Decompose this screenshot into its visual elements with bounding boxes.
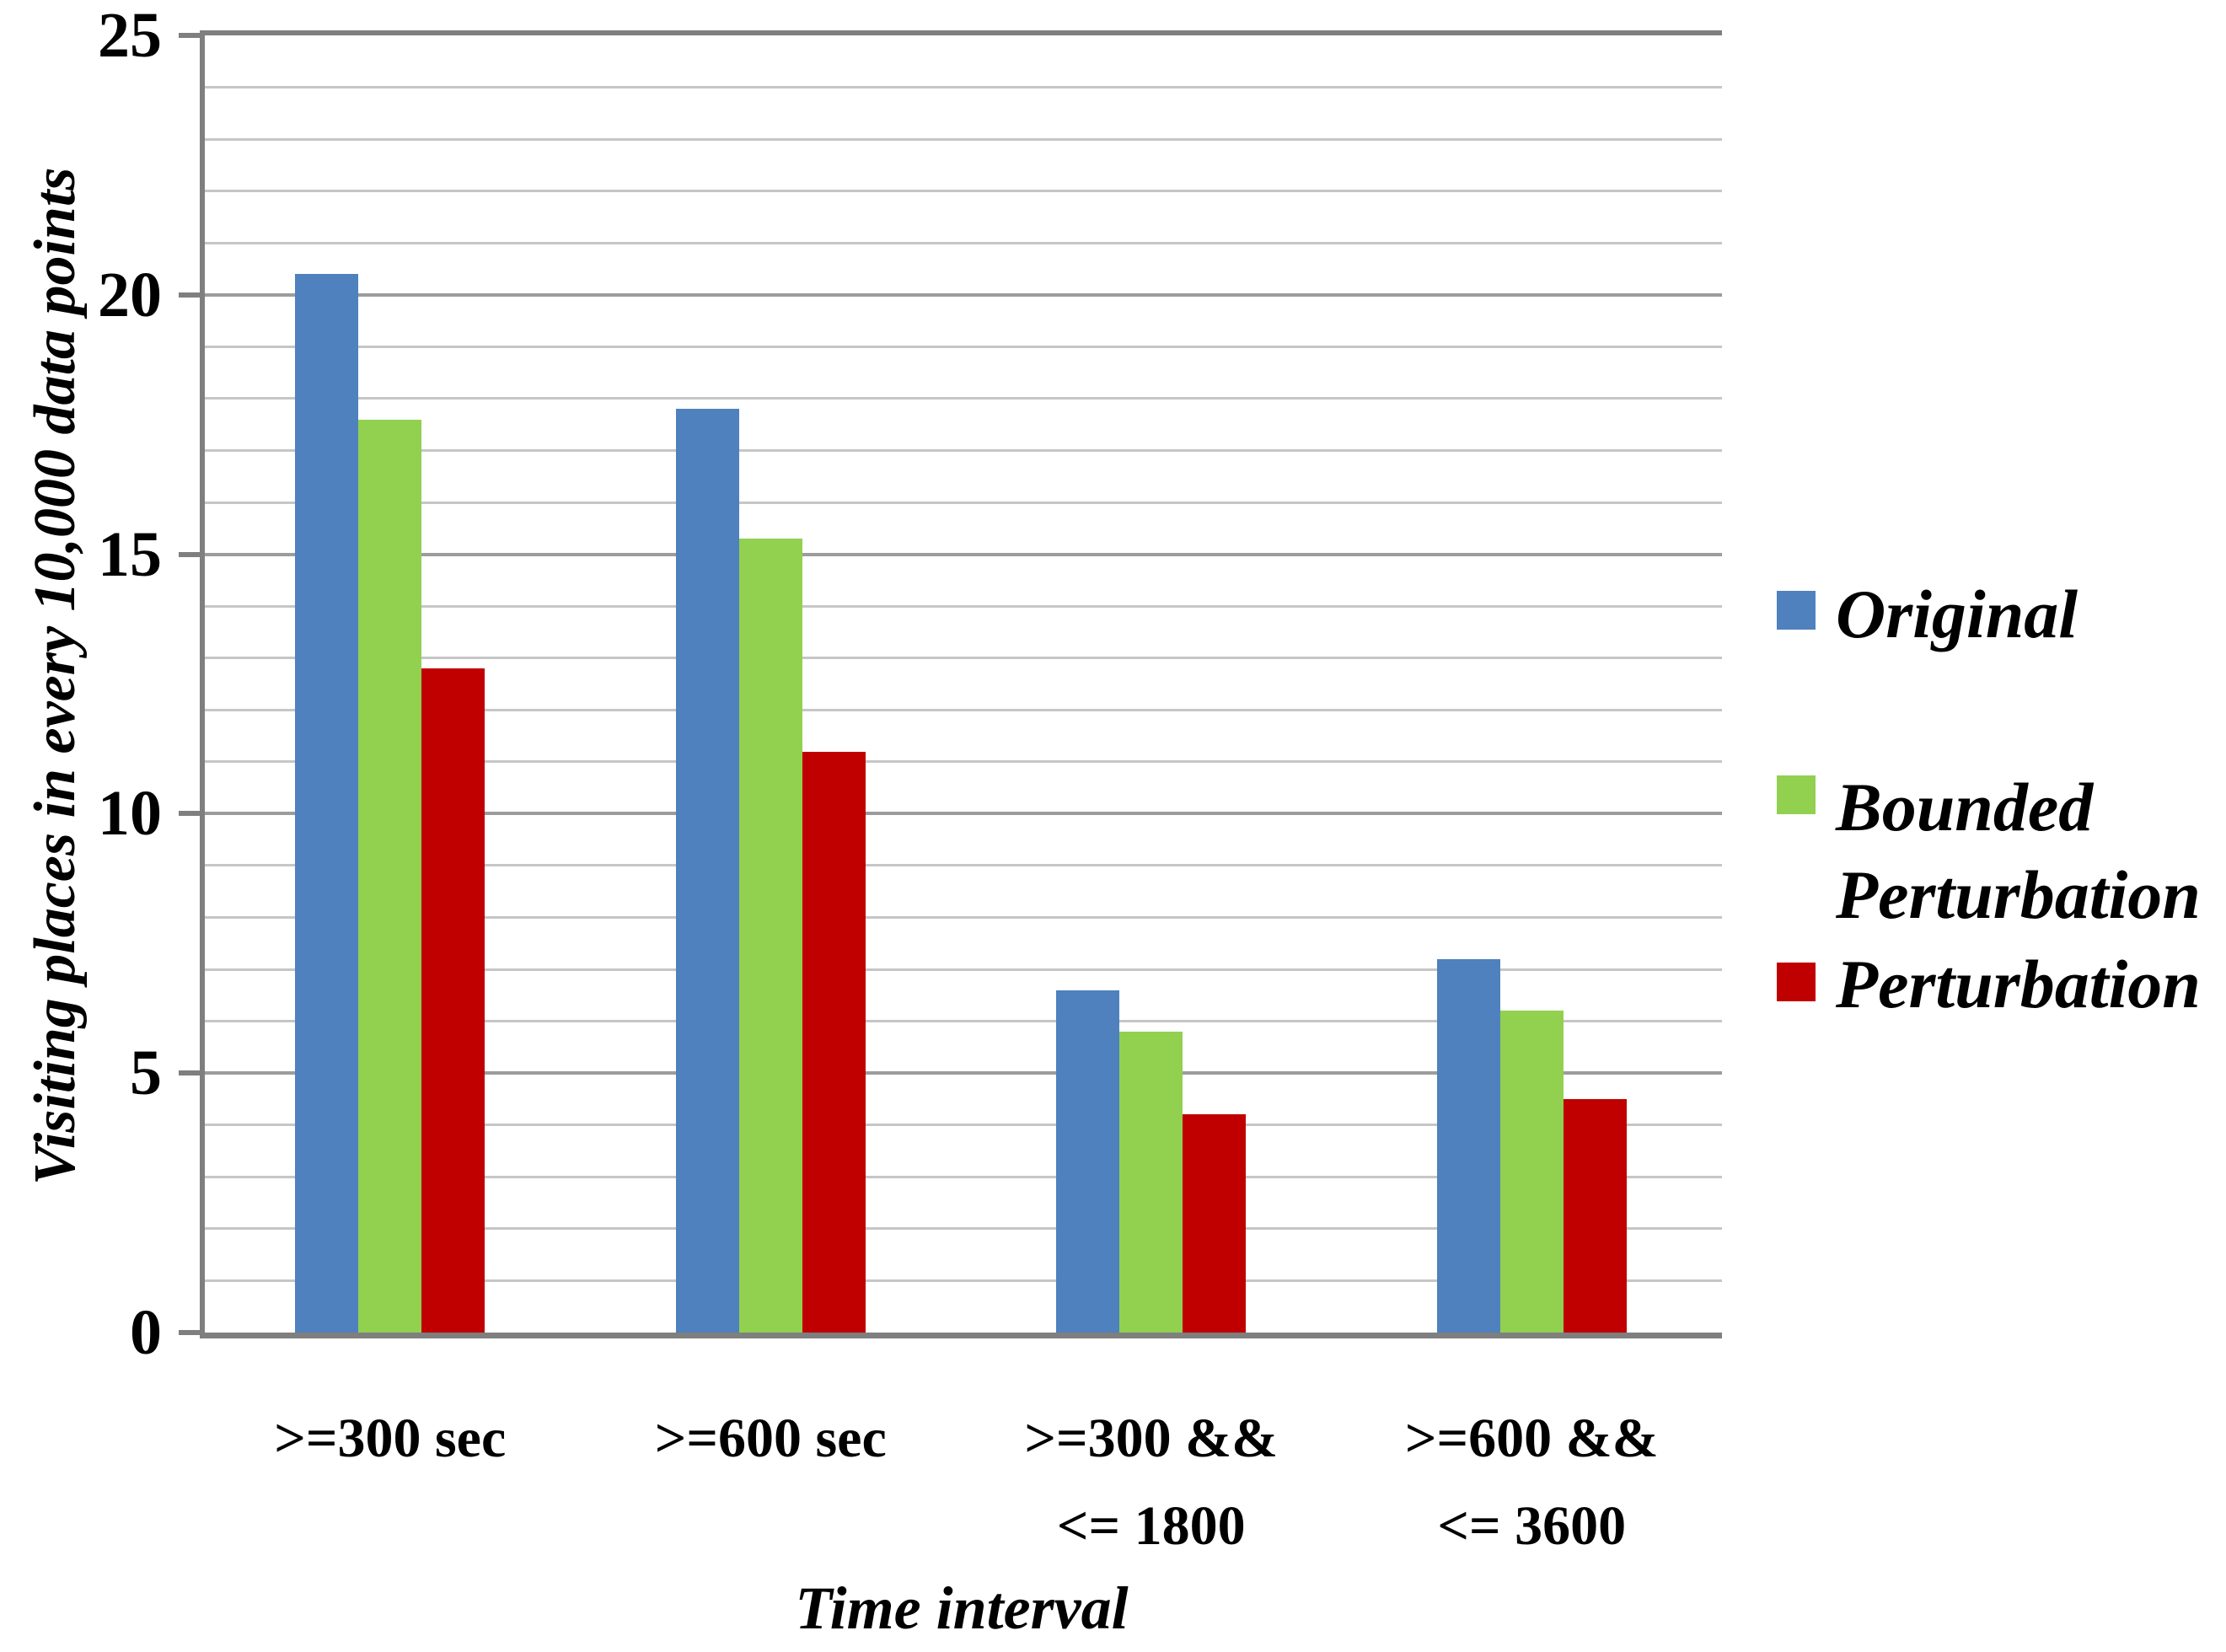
legend-swatch-original <box>1777 591 1816 630</box>
y-axis-tick <box>179 811 200 817</box>
minor-gridline <box>205 1124 1722 1127</box>
y-axis-tick <box>179 551 200 557</box>
major-gridline <box>205 292 1722 297</box>
x-tick-label: >=300 sec <box>274 1408 507 1469</box>
minor-gridline <box>205 657 1722 660</box>
minor-gridline <box>205 864 1722 867</box>
minor-gridline <box>205 604 1722 608</box>
legend-swatch-bounded-perturbation <box>1777 775 1816 814</box>
minor-gridline <box>205 397 1722 400</box>
y-tick-label: 10 <box>98 778 162 850</box>
y-axis-tick <box>179 33 200 38</box>
minor-gridline <box>205 190 1722 193</box>
bar-original-3 <box>1436 959 1500 1333</box>
minor-gridline <box>205 345 1722 348</box>
x-tick-label: >=600 && <= 3600 <box>1404 1408 1659 1557</box>
bar-bounded-perturbation-1 <box>738 539 802 1333</box>
y-axis-line <box>200 30 205 1338</box>
legend-label-original: Original <box>1836 576 2078 652</box>
bar-original-2 <box>1056 990 1120 1333</box>
legend-swatch-perturbation <box>1777 963 1816 1001</box>
y-tick-label: 0 <box>130 1297 162 1368</box>
legend-label-bounded-perturbation: Bounded Perturbation <box>1836 769 2201 933</box>
plot-top-border <box>200 30 1722 35</box>
minor-gridline <box>205 241 1722 244</box>
y-tick-label: 20 <box>98 259 162 330</box>
minor-gridline <box>205 501 1722 504</box>
y-tick-label: 5 <box>130 1038 162 1109</box>
bar-bounded-perturbation-2 <box>1119 1032 1183 1333</box>
minor-gridline <box>205 968 1722 971</box>
bar-perturbation-2 <box>1183 1114 1247 1333</box>
bar-perturbation-3 <box>1563 1099 1627 1333</box>
minor-gridline <box>205 1020 1722 1023</box>
bar-bounded-perturbation-3 <box>1499 1011 1564 1333</box>
minor-gridline <box>205 1227 1722 1231</box>
minor-gridline <box>205 916 1722 920</box>
y-tick-label: 15 <box>98 518 162 590</box>
minor-gridline <box>205 708 1722 711</box>
minor-gridline <box>205 760 1722 764</box>
x-axis-title: Time interval <box>795 1574 1129 1642</box>
minor-gridline <box>205 448 1722 452</box>
bar-bounded-perturbation-0 <box>358 420 422 1333</box>
minor-gridline <box>205 86 1722 89</box>
minor-gridline <box>205 137 1722 141</box>
y-tick-label: 25 <box>98 0 162 71</box>
minor-gridline <box>205 1175 1722 1178</box>
minor-gridline <box>205 1279 1722 1282</box>
y-axis-tick <box>179 1070 200 1076</box>
major-gridline <box>205 552 1722 556</box>
major-gridline <box>205 1071 1722 1075</box>
y-axis-title: Visiting places in every 10,000 data poi… <box>23 167 88 1186</box>
bar-perturbation-0 <box>421 668 485 1333</box>
x-tick-label: >=300 && <= 1800 <box>1024 1408 1279 1557</box>
x-axis-line <box>200 1333 1722 1338</box>
y-axis-tick <box>179 292 200 298</box>
y-axis-tick <box>179 1330 200 1335</box>
bar-perturbation-1 <box>802 752 866 1333</box>
x-tick-label: >=600 sec <box>654 1408 887 1469</box>
bar-original-0 <box>295 274 359 1333</box>
legend-label-perturbation: Perturbation <box>1836 946 2201 1022</box>
bar-original-1 <box>675 409 739 1333</box>
major-gridline <box>205 812 1722 816</box>
